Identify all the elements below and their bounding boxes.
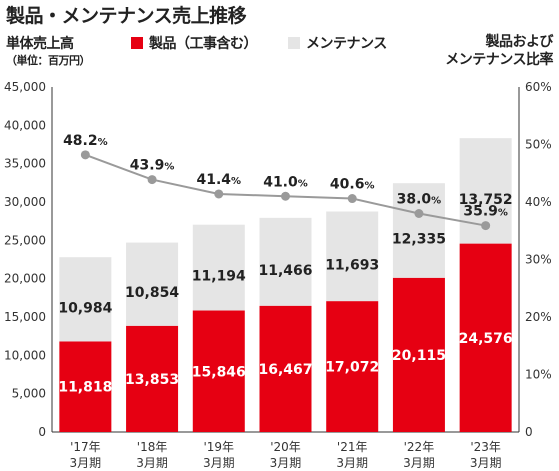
bar-maintenance-label: 11,194 (192, 269, 246, 285)
y-right-tick-label: 40% (525, 195, 552, 209)
ratio-label: 35.9% (463, 204, 508, 220)
x-tick-label-period: 3月期 (70, 456, 102, 470)
bar-maintenance-label: 12,335 (392, 232, 446, 248)
ratio-label-value: 43.9 (130, 158, 165, 174)
bar-product-label: 15,846 (192, 364, 246, 380)
bar-product-label: 11,818 (58, 380, 112, 396)
ratio-label-value: 40.6 (330, 177, 365, 193)
bar-product (326, 301, 379, 432)
ratio-point (80, 150, 90, 160)
legend-label-maintenance: メンテナンス (306, 36, 387, 52)
y-left-tick-label: 25,000 (4, 233, 46, 247)
legend-swatch-product (131, 37, 143, 49)
bar-maintenance (192, 224, 245, 311)
ratio-label-unit: % (364, 181, 374, 192)
x-tick-label-year: '23年 (470, 440, 501, 454)
y-left-tick-label: 15,000 (4, 310, 46, 324)
bar-product-label: 16,467 (258, 362, 312, 378)
bar-maintenance (126, 242, 179, 326)
right-axis-title-line2: メンテナンス比率 (445, 52, 553, 68)
bar-product-label: 13,853 (125, 372, 179, 388)
ratio-point (281, 191, 290, 201)
bar-maintenance (392, 183, 445, 278)
ratio-label: 43.9% (130, 158, 175, 174)
x-tick-label-period: 3月期 (403, 456, 435, 470)
bar-product (59, 341, 112, 432)
right-axis-title-line1: 製品および (485, 34, 554, 50)
ratio-label-unit: % (164, 162, 174, 173)
x-tick-label-year: '21年 (337, 440, 368, 454)
y-right-tick-label: 50% (525, 138, 552, 152)
ratio-point (481, 221, 491, 231)
ratio-point (347, 194, 357, 204)
chart-title: 製品・メンテナンス売上推移 (6, 5, 247, 27)
x-tick-label-year: '22年 (404, 440, 435, 454)
x-tick-label-year: '18年 (137, 440, 168, 454)
bar-maintenance (59, 257, 112, 342)
ratio-label-unit: % (298, 178, 308, 189)
bar-maintenance (326, 211, 379, 302)
y-left-tick-label: 10,000 (4, 348, 46, 362)
ratio-label: 40.6% (330, 177, 375, 193)
left-axis-title: 単体売上高 (6, 36, 74, 52)
legend-swatch-maintenance (288, 37, 300, 49)
bar-product (459, 243, 512, 432)
ratio-point (414, 209, 424, 218)
bar-maintenance (259, 217, 312, 306)
x-tick-label-period: 3月期 (203, 456, 235, 470)
bar-maintenance-label: 11,466 (258, 263, 312, 279)
legend-item-product: 製品（工事含む） (131, 33, 258, 53)
y-left-tick-label: 20,000 (4, 272, 46, 286)
x-tick-label-year: '17年 (70, 440, 101, 454)
y-right-tick-label: 60% (525, 80, 552, 94)
ratio-label-unit: % (231, 176, 241, 187)
y-left-tick-label: 5,000 (12, 387, 46, 401)
x-tick-label-year: '20年 (270, 440, 301, 454)
y-left-tick-label: 0 (38, 425, 46, 439)
bar-product (392, 277, 445, 432)
ratio-label: 38.0% (397, 192, 442, 208)
y-right-tick-label: 10% (525, 368, 552, 382)
y-left-tick-label: 45,000 (4, 80, 46, 94)
ratio-label-unit: % (498, 208, 508, 219)
left-axis-unit: （単位：百万円） (6, 54, 91, 67)
ratio-label: 48.2% (63, 133, 108, 149)
ratio-label-value: 41.0 (263, 174, 298, 190)
ratio-label-unit: % (98, 137, 108, 148)
legend-label-product: 製品（工事含む） (149, 36, 258, 52)
x-tick-label-year: '19年 (203, 440, 234, 454)
bar-product-label: 20,115 (392, 348, 446, 364)
bar-maintenance-label: 13,752 (459, 192, 513, 208)
ratio-point (214, 189, 224, 199)
y-right-tick-label: 30% (525, 253, 552, 267)
x-tick-label-period: 3月期 (336, 456, 368, 470)
x-tick-label-period: 3月期 (270, 456, 302, 470)
bar-product-label: 17,072 (325, 360, 379, 376)
right-axis-title: 製品および メンテナンス比率 (445, 33, 553, 69)
y-left-tick-label: 40,000 (4, 118, 46, 132)
bar-product (192, 310, 245, 432)
y-right-tick-label: 20% (525, 310, 552, 324)
y-left-tick-label: 35,000 (4, 157, 46, 171)
bar-product (126, 325, 179, 432)
y-left-tick-label: 30,000 (4, 195, 46, 209)
bar-product-label: 24,576 (459, 331, 513, 347)
legend-item-maintenance: メンテナンス (288, 33, 387, 53)
ratio-label-value: 48.2 (63, 133, 98, 149)
ratio-label-unit: % (431, 196, 441, 207)
ratio-label: 41.4% (196, 172, 241, 188)
ratio-label-value: 38.0 (397, 192, 432, 208)
ratio-point (147, 175, 157, 185)
bar-maintenance-label: 10,984 (58, 300, 112, 316)
bar-product (259, 305, 312, 432)
bar-maintenance-label: 11,693 (325, 257, 379, 273)
ratio-label: 41.0% (263, 174, 308, 190)
bar-maintenance-label: 10,854 (125, 285, 179, 301)
x-tick-label-period: 3月期 (136, 456, 168, 470)
ratio-label-value: 35.9 (463, 204, 498, 220)
ratio-label-value: 41.4 (196, 172, 231, 188)
y-right-tick-label: 0 (525, 425, 533, 439)
x-tick-label-period: 3月期 (470, 456, 502, 470)
